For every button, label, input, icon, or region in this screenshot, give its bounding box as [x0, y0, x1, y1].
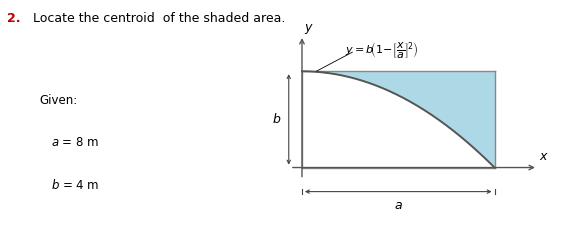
Text: 2.: 2.: [7, 12, 21, 25]
Text: x: x: [539, 150, 546, 163]
Text: $a$ = 8 m: $a$ = 8 m: [51, 136, 99, 149]
Text: y: y: [305, 21, 312, 34]
Text: Locate the centroid  of the shaded area.: Locate the centroid of the shaded area.: [33, 12, 285, 25]
Text: Given:: Given:: [40, 94, 78, 107]
Text: $b$ = 4 m: $b$ = 4 m: [51, 178, 100, 192]
Text: $b$: $b$: [272, 112, 281, 126]
Text: $a$: $a$: [394, 199, 402, 212]
Text: $y=b\!\left(1\!-\!\left[\dfrac{x}{a}\right]^{\!2}\right)$: $y=b\!\left(1\!-\!\left[\dfrac{x}{a}\rig…: [345, 40, 418, 60]
